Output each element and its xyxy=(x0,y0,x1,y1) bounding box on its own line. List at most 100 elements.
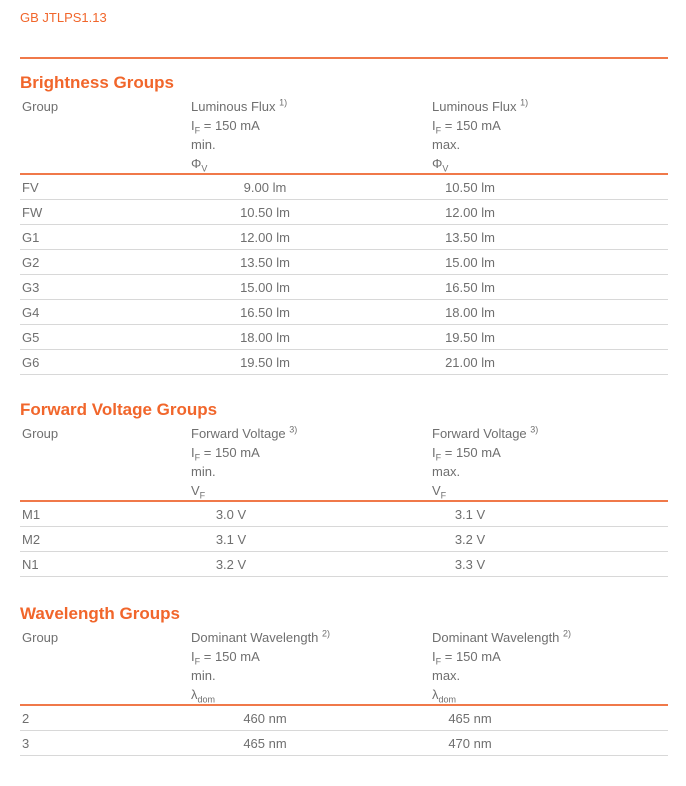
symbol-subscript: F xyxy=(199,490,206,501)
measure-name: Forward Voltage xyxy=(191,426,286,441)
group-cell: FW xyxy=(22,204,43,220)
condition-symbol: I xyxy=(432,649,436,664)
max-value: 3.2 V xyxy=(454,531,486,547)
max-value-cell: 465 nm xyxy=(428,711,668,726)
quantity-symbol: ΦV xyxy=(432,154,668,173)
condition-subscript: F xyxy=(194,452,201,463)
section-wavelength-groups: Wavelength Groups Group Dominant Wavelen… xyxy=(20,603,668,756)
quantity-symbol: VF xyxy=(432,481,668,500)
measure-name: Forward Voltage xyxy=(432,426,527,441)
max-value-cell: 18.00 lm xyxy=(428,305,668,320)
max-value: 12.00 lm xyxy=(445,204,495,220)
symbol-subscript: F xyxy=(440,490,447,501)
max-value-cell: 15.00 lm xyxy=(428,255,668,270)
table-row: G5 18.00 lm 19.50 lm xyxy=(20,325,668,350)
max-value-cell: 13.50 lm xyxy=(428,230,668,245)
condition-subscript: F xyxy=(435,452,442,463)
min-value: 16.50 lm xyxy=(240,304,290,320)
min-value-cell: 3.0 V xyxy=(185,507,428,522)
test-condition: IF = 150 mA xyxy=(432,443,668,462)
test-condition: IF = 150 mA xyxy=(432,647,668,666)
test-condition: IF = 150 mA xyxy=(191,116,428,135)
condition-value: = 150 mA xyxy=(203,445,260,460)
group-cell: N1 xyxy=(22,556,39,572)
group-cell: G6 xyxy=(22,354,40,370)
footnote-marker: 3) xyxy=(530,424,539,435)
condition-value: = 150 mA xyxy=(203,649,260,664)
min-value-cell: 18.00 lm xyxy=(185,330,428,345)
condition-symbol: I xyxy=(191,445,195,460)
measure-name: Dominant Wavelength xyxy=(191,630,319,645)
measure-label: Dominant Wavelength 2) xyxy=(191,628,428,647)
column-header-min: Luminous Flux 1) IF = 150 mA min. ΦV xyxy=(185,97,428,173)
bound-label: max. xyxy=(432,464,461,479)
bound-label: max. xyxy=(432,137,461,152)
group-cell: G4 xyxy=(22,304,40,320)
table-row: FV 9.00 lm 10.50 lm xyxy=(20,175,668,200)
min-value-cell: 12.00 lm xyxy=(185,230,428,245)
test-condition: IF = 150 mA xyxy=(191,443,428,462)
table-row: G3 15.00 lm 16.50 lm xyxy=(20,275,668,300)
condition-value: = 150 mA xyxy=(444,445,501,460)
table-row: 2 460 nm 465 nm xyxy=(20,706,668,731)
test-condition: IF = 150 mA xyxy=(191,647,428,666)
max-value: 19.50 lm xyxy=(445,329,495,345)
bound-label: min. xyxy=(191,464,216,479)
bound-label: min. xyxy=(191,668,216,683)
condition-value: = 150 mA xyxy=(444,118,501,133)
group-cell: G3 xyxy=(22,279,40,295)
max-value-cell: 10.50 lm xyxy=(428,180,668,195)
table-row: G6 19.50 lm 21.00 lm xyxy=(20,350,668,375)
quantity-symbol: λdom xyxy=(191,685,428,704)
condition-value: = 150 mA xyxy=(203,118,260,133)
condition-subscript: F xyxy=(435,125,442,136)
min-value-cell: 13.50 lm xyxy=(185,255,428,270)
table-row: G1 12.00 lm 13.50 lm xyxy=(20,225,668,250)
table-header: Group Luminous Flux 1) IF = 150 mA min. … xyxy=(20,97,668,173)
min-value: 15.00 lm xyxy=(240,279,290,295)
max-value-cell: 12.00 lm xyxy=(428,205,668,220)
measure-label: Dominant Wavelength 2) xyxy=(432,628,668,647)
max-value: 465 nm xyxy=(448,710,492,726)
symbol-base: Φ xyxy=(432,156,443,171)
max-value: 21.00 lm xyxy=(445,354,495,370)
min-value: 460 nm xyxy=(243,710,287,726)
max-value-cell: 470 nm xyxy=(428,736,668,751)
measure-label: Forward Voltage 3) xyxy=(432,424,668,443)
quantity-symbol: VF xyxy=(191,481,428,500)
symbol-base: λ xyxy=(432,687,439,702)
min-value: 9.00 lm xyxy=(243,179,287,195)
max-value: 3.3 V xyxy=(454,556,486,572)
min-value-cell: 460 nm xyxy=(185,711,428,726)
symbol-subscript: dom xyxy=(438,694,457,705)
min-value: 465 nm xyxy=(243,735,287,751)
table-header: Group Forward Voltage 3) IF = 150 mA min… xyxy=(20,424,668,500)
condition-subscript: F xyxy=(435,656,442,667)
condition-symbol: I xyxy=(191,649,195,664)
min-value-cell: 19.50 lm xyxy=(185,355,428,370)
table-row: M2 3.1 V 3.2 V xyxy=(20,527,668,552)
min-value-cell: 9.00 lm xyxy=(185,180,428,195)
max-value: 13.50 lm xyxy=(445,229,495,245)
footnote-marker: 2) xyxy=(563,628,572,639)
measure-name: Dominant Wavelength xyxy=(432,630,560,645)
min-value: 3.2 V xyxy=(215,556,247,572)
table-row: G2 13.50 lm 15.00 lm xyxy=(20,250,668,275)
max-value-cell: 16.50 lm xyxy=(428,280,668,295)
max-value-cell: 3.1 V xyxy=(428,507,668,522)
condition-symbol: I xyxy=(191,118,195,133)
table-row: M1 3.0 V 3.1 V xyxy=(20,502,668,527)
section-title: Wavelength Groups xyxy=(20,604,180,623)
column-header-max: Luminous Flux 1) IF = 150 mA max. ΦV xyxy=(428,97,668,173)
measure-label: Luminous Flux 1) xyxy=(432,97,668,116)
header-divider xyxy=(20,704,668,706)
group-cell: M1 xyxy=(22,506,41,522)
quantity-symbol: λdom xyxy=(432,685,668,704)
header-divider xyxy=(20,173,668,175)
footnote-marker: 1) xyxy=(520,97,529,108)
footnote-marker: 2) xyxy=(322,628,331,639)
footnote-marker: 3) xyxy=(289,424,298,435)
measure-name: Luminous Flux xyxy=(432,99,517,114)
symbol-subscript: V xyxy=(442,163,449,174)
max-value: 16.50 lm xyxy=(445,279,495,295)
